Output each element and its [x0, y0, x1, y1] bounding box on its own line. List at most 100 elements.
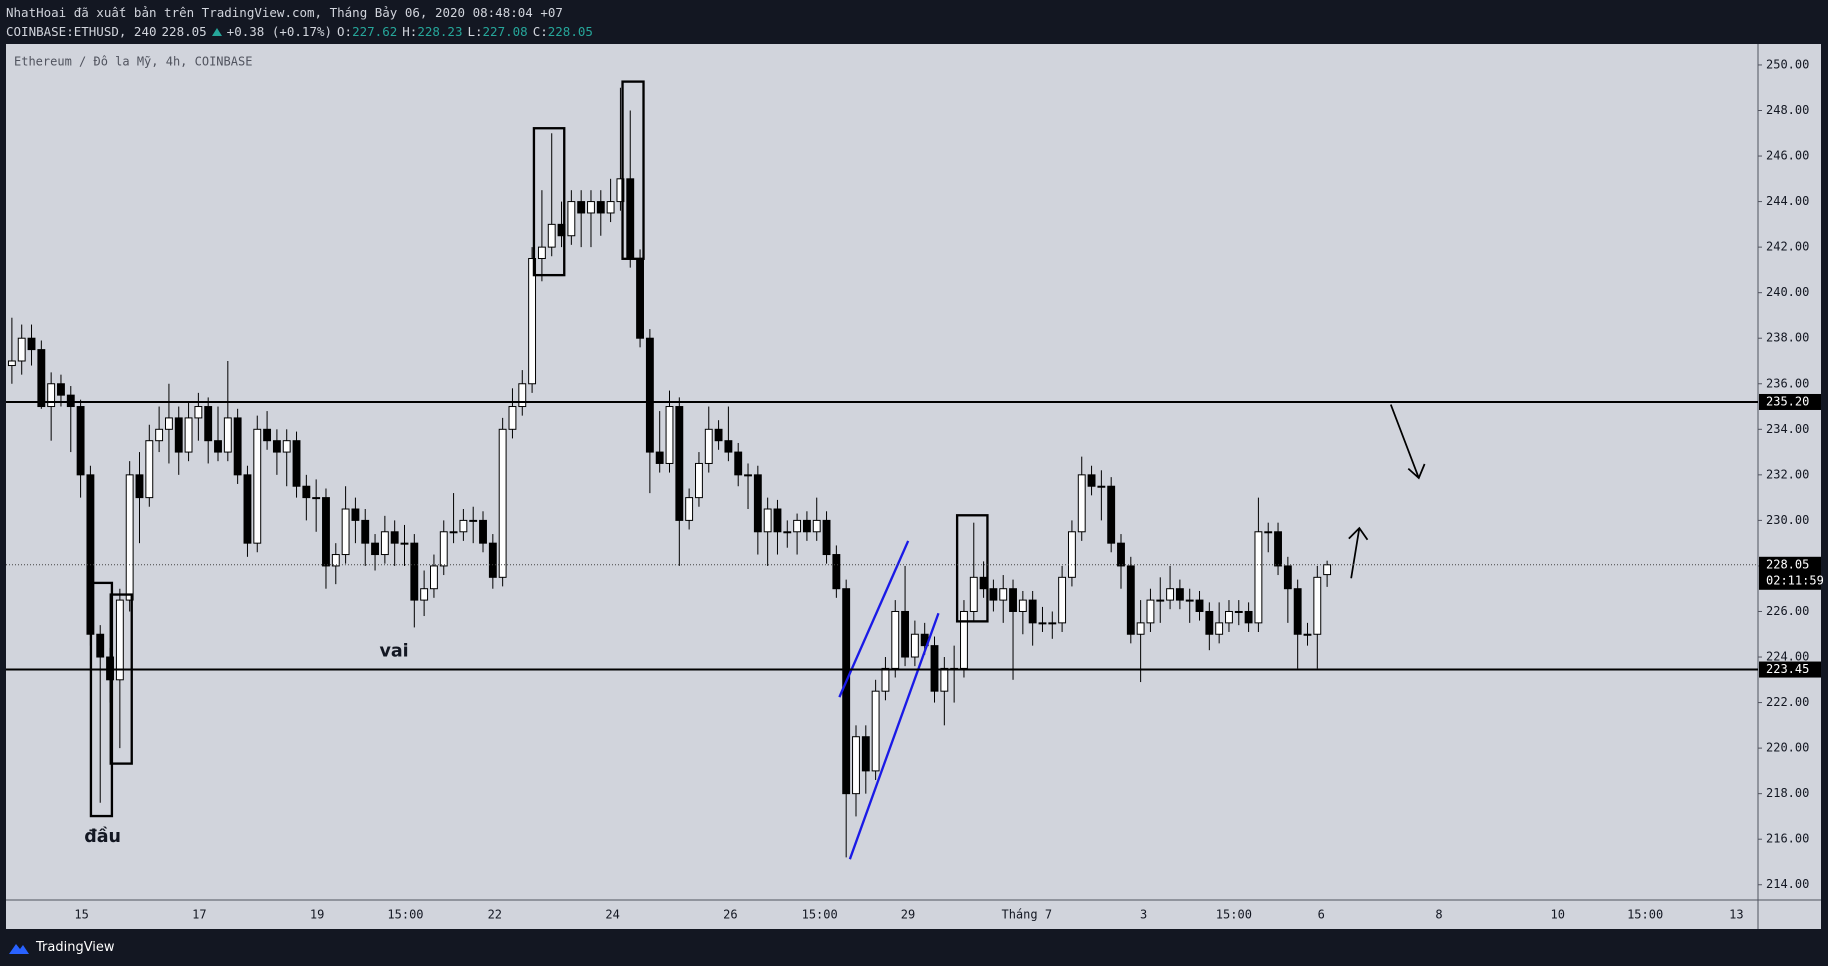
stat: C:228.05: [533, 22, 593, 41]
trend-line: [848, 612, 940, 860]
candle-body: [685, 497, 694, 521]
candle-body: [763, 508, 772, 533]
y-tick-label: 250.00: [1766, 57, 1809, 71]
candle-body: [1018, 599, 1027, 612]
candle-body: [302, 485, 311, 499]
trend-line: [838, 540, 910, 698]
arrow-down: [1389, 404, 1426, 480]
candle-body: [223, 417, 232, 453]
candle-body: [1323, 564, 1332, 576]
up-icon: [211, 27, 222, 36]
x-tick-label: 24: [605, 908, 619, 922]
candle-body: [744, 474, 752, 477]
x-tick-label: 15:00: [387, 908, 423, 922]
candle-body: [734, 451, 743, 476]
candle-body: [1215, 622, 1224, 635]
candle-body: [214, 440, 222, 453]
candle-body: [655, 451, 664, 464]
candle-body: [852, 736, 860, 795]
y-tick-label: 240.00: [1766, 285, 1809, 299]
candle-body: [96, 633, 105, 658]
candle-body: [1048, 622, 1057, 625]
last-price-label: 228.05: [1766, 557, 1809, 571]
candle-body: [1283, 565, 1292, 590]
candle-body: [145, 440, 154, 499]
y-tick-label: 242.00: [1766, 240, 1809, 254]
x-tick-label: 17: [192, 908, 206, 922]
x-tick-label: 19: [310, 908, 324, 922]
x-tick-label: 15:00: [1216, 908, 1252, 922]
candle-body: [17, 337, 26, 362]
candle-body: [164, 417, 173, 430]
candle-body: [272, 440, 281, 453]
y-tick-label: 220.00: [1766, 741, 1809, 755]
x-tick-label: 22: [488, 908, 502, 922]
candle-body: [400, 542, 409, 545]
candle-body: [528, 258, 537, 385]
candle-body: [390, 531, 399, 544]
candle-body: [930, 645, 939, 692]
candle-body: [459, 519, 468, 533]
x-tick-label: 6: [1318, 908, 1325, 922]
candle-body: [292, 440, 301, 487]
y-tick-label: 232.00: [1766, 467, 1809, 481]
candle-body: [1274, 531, 1282, 567]
plot-background: [6, 44, 1821, 929]
candle-body: [891, 610, 900, 669]
candle-body: [410, 542, 419, 601]
stat-label: H:: [402, 24, 418, 39]
candle-body: [567, 201, 576, 237]
candle-body: [842, 588, 851, 795]
last-price: 228.05: [161, 24, 207, 39]
candle-body: [714, 428, 723, 442]
x-tick-label: 15:00: [1627, 908, 1663, 922]
x-tick-label: 15:00: [802, 908, 838, 922]
candle-body: [322, 497, 330, 567]
brand[interactable]: TradingView: [36, 940, 115, 955]
stat-value: 227.08: [482, 24, 528, 39]
price-label-bg: [1759, 393, 1821, 410]
candle-body: [832, 554, 841, 590]
x-tick-label: 13: [1729, 908, 1743, 922]
candle-body: [1087, 474, 1096, 487]
candle-body: [861, 736, 870, 772]
candle-body: [1136, 622, 1145, 635]
stat-value: 228.05: [547, 24, 593, 39]
header: NhatHoai đã xuất bản trên TradingView.co…: [6, 3, 593, 41]
candle-body: [616, 178, 625, 203]
candle-body: [233, 417, 242, 476]
stat-label: C:: [532, 24, 548, 39]
candle-body: [1146, 599, 1155, 624]
stat-value: 227.62: [352, 24, 398, 39]
candle-body: [1225, 610, 1233, 624]
candle-body: [1185, 599, 1194, 602]
candle-body: [587, 201, 595, 214]
candle-body: [37, 349, 46, 408]
last-price-bg: [1759, 556, 1821, 590]
logo: [9, 943, 29, 954]
box: [621, 80, 645, 260]
x-tick-label: 29: [901, 908, 915, 922]
y-tick-label: 214.00: [1766, 877, 1809, 891]
candle-body: [194, 406, 203, 419]
candle-body: [439, 531, 448, 567]
y-tick-label: 216.00: [1766, 832, 1809, 846]
stat: H:228.23: [402, 22, 462, 41]
x-tick-label: 26: [723, 908, 737, 922]
candle-body: [479, 519, 487, 544]
candle-body: [675, 406, 684, 521]
candle-body: [488, 542, 497, 578]
candle-body: [351, 508, 360, 521]
candle-body: [636, 258, 644, 339]
candle-body: [361, 519, 370, 544]
candle-body: [1067, 531, 1076, 578]
candle-body: [989, 588, 998, 601]
candle-body: [1234, 610, 1243, 613]
x-tick-label: 8: [1435, 908, 1442, 922]
candle-body: [469, 519, 478, 522]
candle-body: [430, 565, 438, 590]
candle-body: [1156, 599, 1165, 602]
candle-body: [1097, 485, 1106, 488]
candle-body: [1166, 588, 1175, 601]
